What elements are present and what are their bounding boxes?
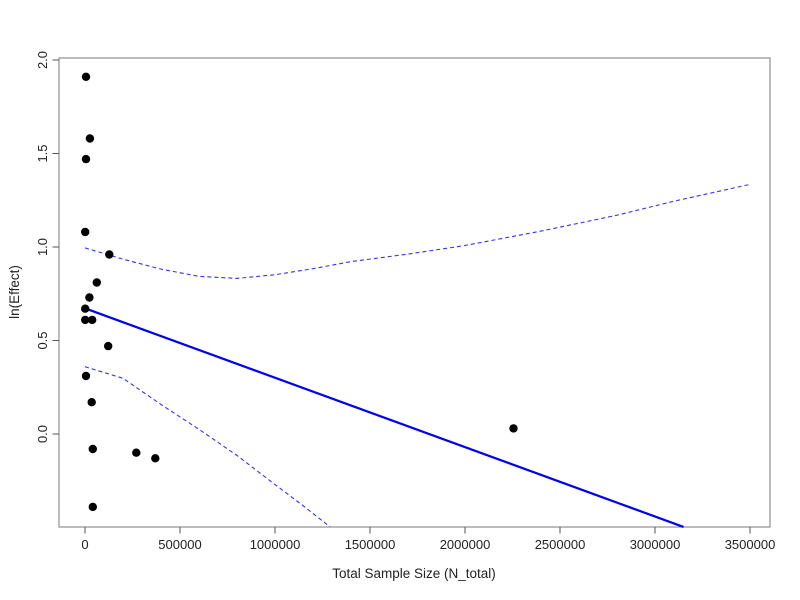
x-tick-label: 2000000 xyxy=(440,537,491,552)
regression-line-group xyxy=(84,307,684,528)
data-point xyxy=(88,315,97,325)
x-tick-label: 1000000 xyxy=(250,537,301,552)
data-point xyxy=(104,341,113,351)
x-tick-label: 3000000 xyxy=(630,537,681,552)
y-axis: 0.0 0.5 1.0 1.5 2.0 xyxy=(35,51,59,443)
y-tick-label: 1.5 xyxy=(35,144,50,162)
data-point xyxy=(87,398,96,407)
data-point xyxy=(81,227,90,237)
data-point xyxy=(92,278,102,287)
confidence-bands xyxy=(84,183,751,528)
confidence-band-lower xyxy=(84,366,331,528)
data-point xyxy=(85,134,95,143)
y-tick-label: 0.0 xyxy=(35,425,50,443)
data-point xyxy=(509,424,518,433)
data-point xyxy=(81,72,91,82)
data-point xyxy=(81,304,90,313)
data-point xyxy=(88,444,98,454)
x-tick-label: 500000 xyxy=(158,537,201,552)
data-point xyxy=(105,250,114,259)
x-tick-label: 0 xyxy=(81,537,88,552)
x-axis-label: Total Sample Size (N_total) xyxy=(332,566,496,581)
x-axis: 0 500000 1000000 1500000 2000000 2500000 30000… xyxy=(81,527,775,552)
x-tick-label: 2500000 xyxy=(535,537,586,552)
regression-line xyxy=(84,307,684,528)
data-point xyxy=(81,315,90,325)
plot-border xyxy=(58,57,771,528)
y-tick-label: 0.5 xyxy=(35,331,50,349)
data-point xyxy=(88,502,98,512)
y-tick-label: 1.0 xyxy=(35,238,50,256)
data-points xyxy=(81,72,518,512)
data-point xyxy=(132,448,141,457)
data-point xyxy=(81,371,91,381)
y-axis-label: ln(Effect) xyxy=(7,265,22,319)
y-tick-label: 2.0 xyxy=(35,51,50,69)
data-point xyxy=(85,293,94,302)
x-tick-label: 3500000 xyxy=(725,537,776,552)
data-point xyxy=(151,454,160,463)
data-point xyxy=(81,154,91,164)
x-tick-label: 1500000 xyxy=(345,537,396,552)
confidence-band-upper xyxy=(84,183,751,279)
